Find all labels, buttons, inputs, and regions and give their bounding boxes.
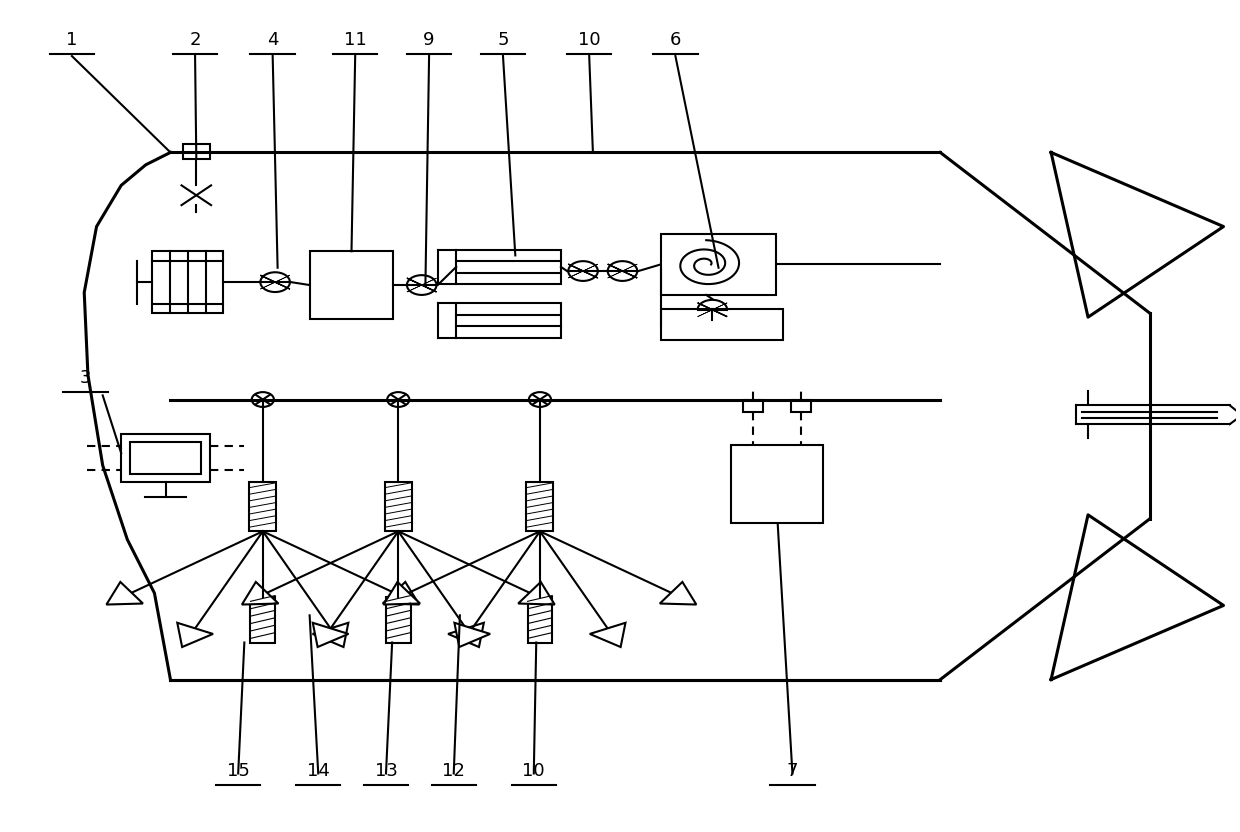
Bar <box>528 597 552 642</box>
Polygon shape <box>407 278 436 292</box>
Text: 10: 10 <box>578 32 600 49</box>
Bar <box>130 442 201 474</box>
Polygon shape <box>608 264 637 278</box>
Text: 2: 2 <box>190 32 201 49</box>
Bar <box>249 482 277 532</box>
Bar <box>386 597 410 642</box>
Polygon shape <box>383 582 420 605</box>
Polygon shape <box>568 264 598 278</box>
Polygon shape <box>407 278 436 292</box>
Text: 3: 3 <box>79 369 92 387</box>
Bar <box>743 399 763 412</box>
Polygon shape <box>312 623 348 647</box>
Polygon shape <box>698 303 727 317</box>
Text: 11: 11 <box>343 32 367 49</box>
Polygon shape <box>107 582 143 605</box>
Bar <box>661 309 782 340</box>
Text: 7: 7 <box>786 762 799 780</box>
Polygon shape <box>260 275 290 289</box>
Bar <box>153 251 223 313</box>
Polygon shape <box>448 623 484 647</box>
Text: 13: 13 <box>374 762 398 780</box>
Polygon shape <box>608 264 637 278</box>
Bar <box>250 597 275 642</box>
Polygon shape <box>698 303 727 317</box>
Text: 4: 4 <box>267 32 279 49</box>
Polygon shape <box>518 582 554 605</box>
Bar <box>527 482 553 532</box>
Polygon shape <box>312 623 348 647</box>
Polygon shape <box>568 264 598 278</box>
Bar <box>122 434 210 482</box>
Polygon shape <box>383 582 419 605</box>
Bar <box>730 445 823 523</box>
Bar <box>791 399 811 412</box>
Bar <box>384 482 412 532</box>
Text: 15: 15 <box>227 762 249 780</box>
Text: 5: 5 <box>497 32 508 49</box>
Bar <box>456 303 560 338</box>
Polygon shape <box>260 275 290 289</box>
Polygon shape <box>590 623 625 647</box>
Bar <box>182 144 210 159</box>
Polygon shape <box>660 582 697 605</box>
Bar <box>310 251 393 319</box>
Bar <box>661 234 776 295</box>
Bar <box>456 250 560 285</box>
Text: 12: 12 <box>443 762 465 780</box>
Text: 14: 14 <box>306 762 330 780</box>
Text: 10: 10 <box>522 762 546 780</box>
Text: 6: 6 <box>670 32 681 49</box>
Polygon shape <box>242 582 279 605</box>
Text: 1: 1 <box>66 32 78 49</box>
Polygon shape <box>454 623 490 647</box>
Text: 9: 9 <box>423 32 435 49</box>
Polygon shape <box>177 623 213 647</box>
